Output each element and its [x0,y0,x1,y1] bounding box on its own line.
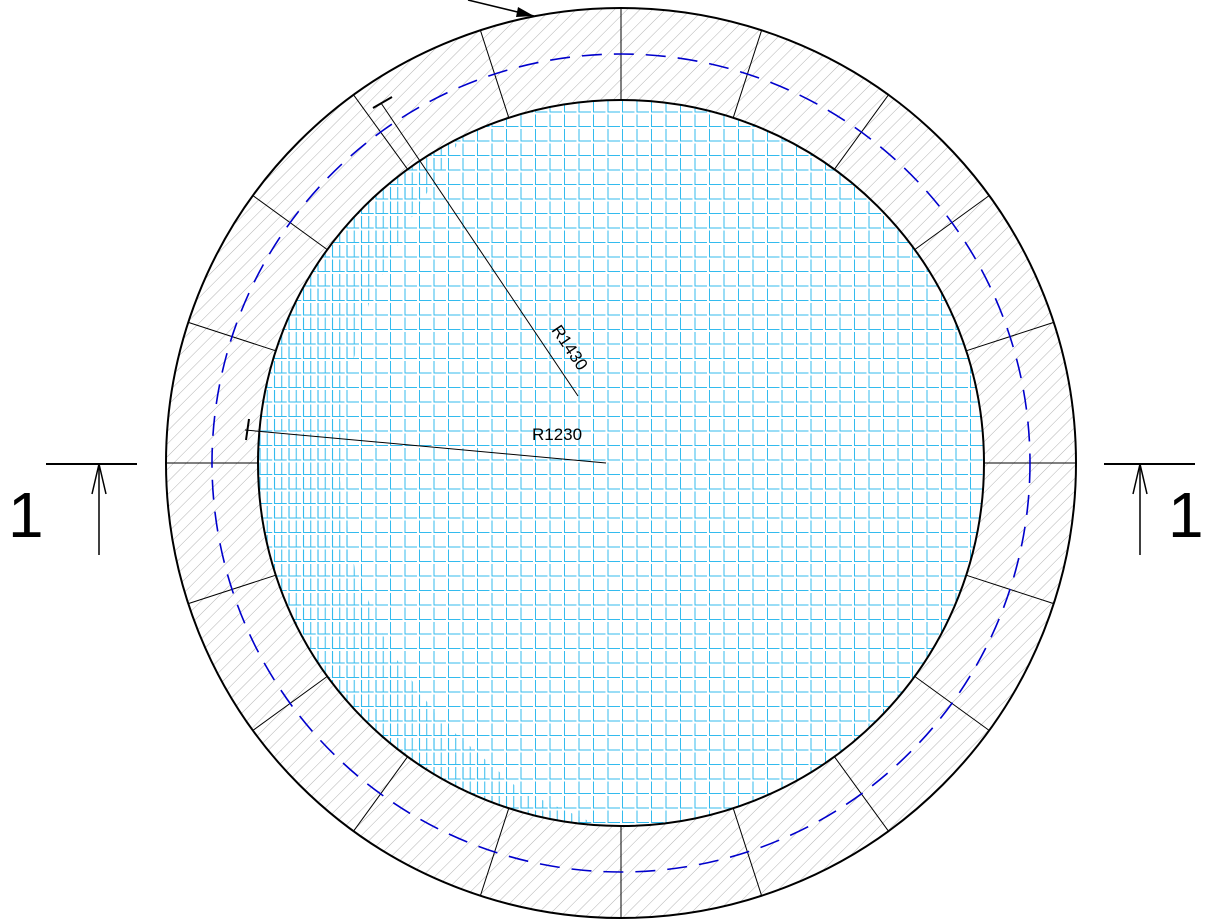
inner-fill-grid [258,100,984,826]
section-label-right: 1 [1168,479,1204,551]
inner-radius-label: R1230 [532,425,582,444]
section-label-left: 1 [8,479,44,551]
dashed-centerline-circle [211,53,1031,873]
outer-ring-circle [165,7,1077,919]
inner-ring-circle [257,99,985,827]
leader-arrow [467,0,535,17]
section-mark-right: 1 [1104,463,1204,555]
inner-radius-dimension: R1230 [244,418,607,464]
section-mark-left: 1 [8,463,137,555]
